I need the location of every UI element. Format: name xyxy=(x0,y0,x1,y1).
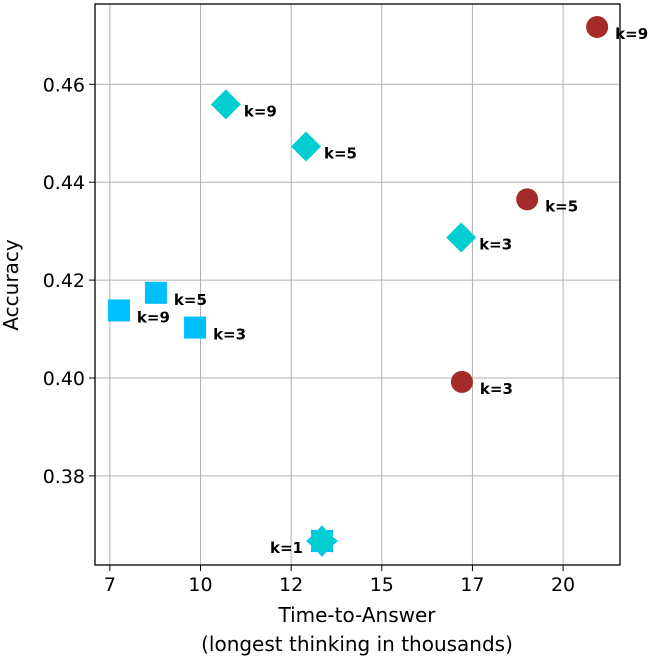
data-points: k=9k=5k=3k=9k=5k=3k=9k=5k=3k=1 xyxy=(107,16,648,557)
star-point xyxy=(306,525,338,557)
point-annotation: k=9 xyxy=(244,102,277,120)
x-axis-label-line2: (longest thinking in thousands) xyxy=(201,632,513,656)
square-point xyxy=(144,281,167,304)
point-annotation: k=9 xyxy=(615,25,648,43)
square-point xyxy=(184,316,207,339)
point-annotation: k=5 xyxy=(324,144,357,162)
x-tick-label: 15 xyxy=(370,574,394,596)
point-annotation: k=3 xyxy=(479,236,512,254)
y-tick-label: 0.38 xyxy=(43,466,85,488)
x-tick-label: 20 xyxy=(551,574,575,596)
y-tick-label: 0.42 xyxy=(43,270,85,292)
x-axis-label: Time-to-Answer xyxy=(277,603,436,627)
grid-lines xyxy=(95,4,620,565)
x-tick-label: 7 xyxy=(104,574,116,596)
y-tick-label: 0.40 xyxy=(43,368,85,390)
circle-point xyxy=(586,16,609,39)
y-tick-label: 0.46 xyxy=(43,74,85,96)
point-annotation: k=5 xyxy=(174,291,207,309)
x-tick-label: 17 xyxy=(460,574,484,596)
axis-ticks: 7 10 12 15 17 20 0.38 0.40 0.42 0.44 0.46 xyxy=(43,74,575,596)
circle-point xyxy=(450,370,473,393)
point-annotation: k=3 xyxy=(213,326,246,344)
point-annotation: k=9 xyxy=(137,308,170,326)
y-axis-label: Accuracy xyxy=(0,239,23,330)
point-annotation: k=3 xyxy=(480,380,513,398)
circle-point xyxy=(516,188,539,211)
diamond-point xyxy=(210,89,241,120)
diamond-point xyxy=(446,222,477,253)
plot-frame xyxy=(94,3,621,566)
y-tick-label: 0.44 xyxy=(43,172,85,194)
point-annotation: k=1 xyxy=(270,539,303,557)
x-tick-label: 12 xyxy=(279,574,303,596)
diamond-point xyxy=(291,131,322,162)
x-tick-label: 10 xyxy=(188,574,212,596)
point-annotation: k=5 xyxy=(545,197,578,215)
square-point xyxy=(107,299,130,322)
